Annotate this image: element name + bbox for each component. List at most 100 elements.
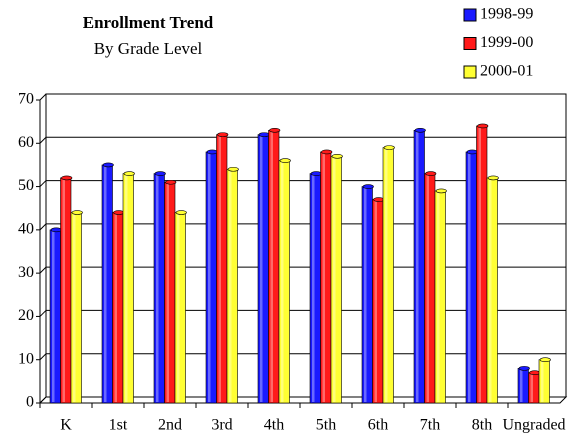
bar: [101, 164, 113, 404]
bar-highlight: [468, 152, 471, 402]
bar-top: [425, 171, 437, 176]
bar-top: [383, 145, 395, 150]
grid-line-side: [39, 396, 47, 404]
legend-label: 2000-01: [480, 63, 533, 80]
bar: [434, 190, 446, 404]
bar-highlight: [437, 191, 440, 402]
bar-highlight: [229, 170, 232, 402]
y-tick-label: 10: [18, 350, 34, 367]
bar-highlight: [270, 131, 273, 403]
bar: [465, 151, 477, 404]
bar-highlight: [260, 135, 263, 402]
bar-highlight: [312, 174, 315, 402]
bar-top: [102, 162, 114, 168]
grid-line-side: [39, 93, 47, 101]
bar: [216, 134, 228, 404]
bar-highlight: [281, 161, 284, 402]
bar: [205, 151, 217, 404]
bar: [517, 368, 529, 404]
bar-top: [435, 188, 447, 194]
y-tick-label: 0: [26, 394, 34, 411]
legend-swatch: [463, 37, 477, 50]
bar: [486, 177, 498, 404]
bar-highlight: [156, 174, 159, 402]
bar-top: [477, 123, 489, 129]
y-tick-label: 70: [18, 91, 34, 108]
bar-top: [61, 175, 73, 181]
bar-highlight: [489, 178, 492, 402]
bar-top: [518, 366, 530, 371]
bar-highlight: [218, 135, 221, 402]
x-tick-label: 8th: [472, 417, 492, 434]
bar-highlight: [541, 360, 544, 402]
bar-top: [217, 132, 229, 137]
bar-top: [175, 210, 187, 215]
bar: [476, 125, 488, 404]
bar-highlight: [62, 178, 65, 402]
x-tick-label: 3rd: [211, 417, 232, 434]
bar-highlight: [104, 165, 107, 402]
legend-swatch: [463, 8, 477, 22]
grid-line-side: [39, 136, 47, 144]
bar-highlight: [73, 213, 76, 402]
bar: [372, 199, 384, 404]
bar-top: [466, 149, 478, 155]
y-tick-label: 20: [18, 307, 34, 324]
x-tick-label: Ungraded: [502, 417, 565, 434]
bar: [268, 130, 280, 404]
bar-top: [227, 166, 239, 172]
grid-line-side: [39, 353, 47, 361]
bar-top: [331, 153, 343, 159]
bar: [60, 177, 72, 404]
y-tick-label: 30: [18, 264, 34, 281]
bar-top: [373, 197, 385, 202]
x-tick-label: 2nd: [158, 417, 182, 434]
bar: [309, 173, 321, 404]
bar-highlight: [52, 230, 55, 402]
bar-highlight: [478, 126, 481, 402]
bar: [424, 173, 436, 404]
bar-top: [50, 227, 62, 233]
grid-line-side: [39, 266, 47, 274]
bar-top: [321, 149, 333, 155]
bar-top: [165, 179, 177, 185]
bar-top: [71, 210, 83, 215]
bar: [278, 160, 290, 404]
bar-highlight: [177, 213, 180, 402]
bar: [413, 130, 425, 404]
x-tick-label: 7th: [420, 417, 440, 434]
bar-top: [529, 370, 541, 376]
bar-top: [539, 357, 551, 363]
bar-top: [206, 149, 218, 155]
bar-highlight: [416, 131, 419, 403]
x-tick-label: 1st: [109, 417, 128, 434]
bar-top: [310, 171, 322, 176]
bar-highlight: [322, 152, 325, 402]
bar-top: [154, 171, 166, 176]
bar: [330, 155, 342, 404]
bar-highlight: [426, 174, 429, 402]
legend-swatch: [463, 65, 477, 79]
bar-highlight: [166, 183, 169, 402]
bar-top: [362, 184, 374, 189]
bar-highlight: [374, 200, 377, 402]
bar-top: [123, 171, 135, 176]
chart-title: Enrollment Trend: [83, 13, 214, 32]
bar-top: [414, 128, 426, 133]
bar-top: [269, 128, 281, 133]
x-tick-label: K: [60, 417, 72, 434]
bar: [528, 372, 540, 404]
bar-top: [487, 175, 499, 181]
bar-highlight: [114, 213, 117, 402]
bar: [112, 212, 124, 404]
grid-line-side: [39, 180, 47, 187]
bar-highlight: [385, 148, 388, 402]
bar: [361, 186, 373, 404]
y-tick-label: 60: [18, 134, 34, 151]
bar: [320, 151, 332, 404]
bar: [257, 134, 269, 404]
bar: [122, 173, 134, 404]
y-tick-label: 40: [18, 221, 34, 238]
legend-label: 1999-00: [480, 34, 533, 51]
